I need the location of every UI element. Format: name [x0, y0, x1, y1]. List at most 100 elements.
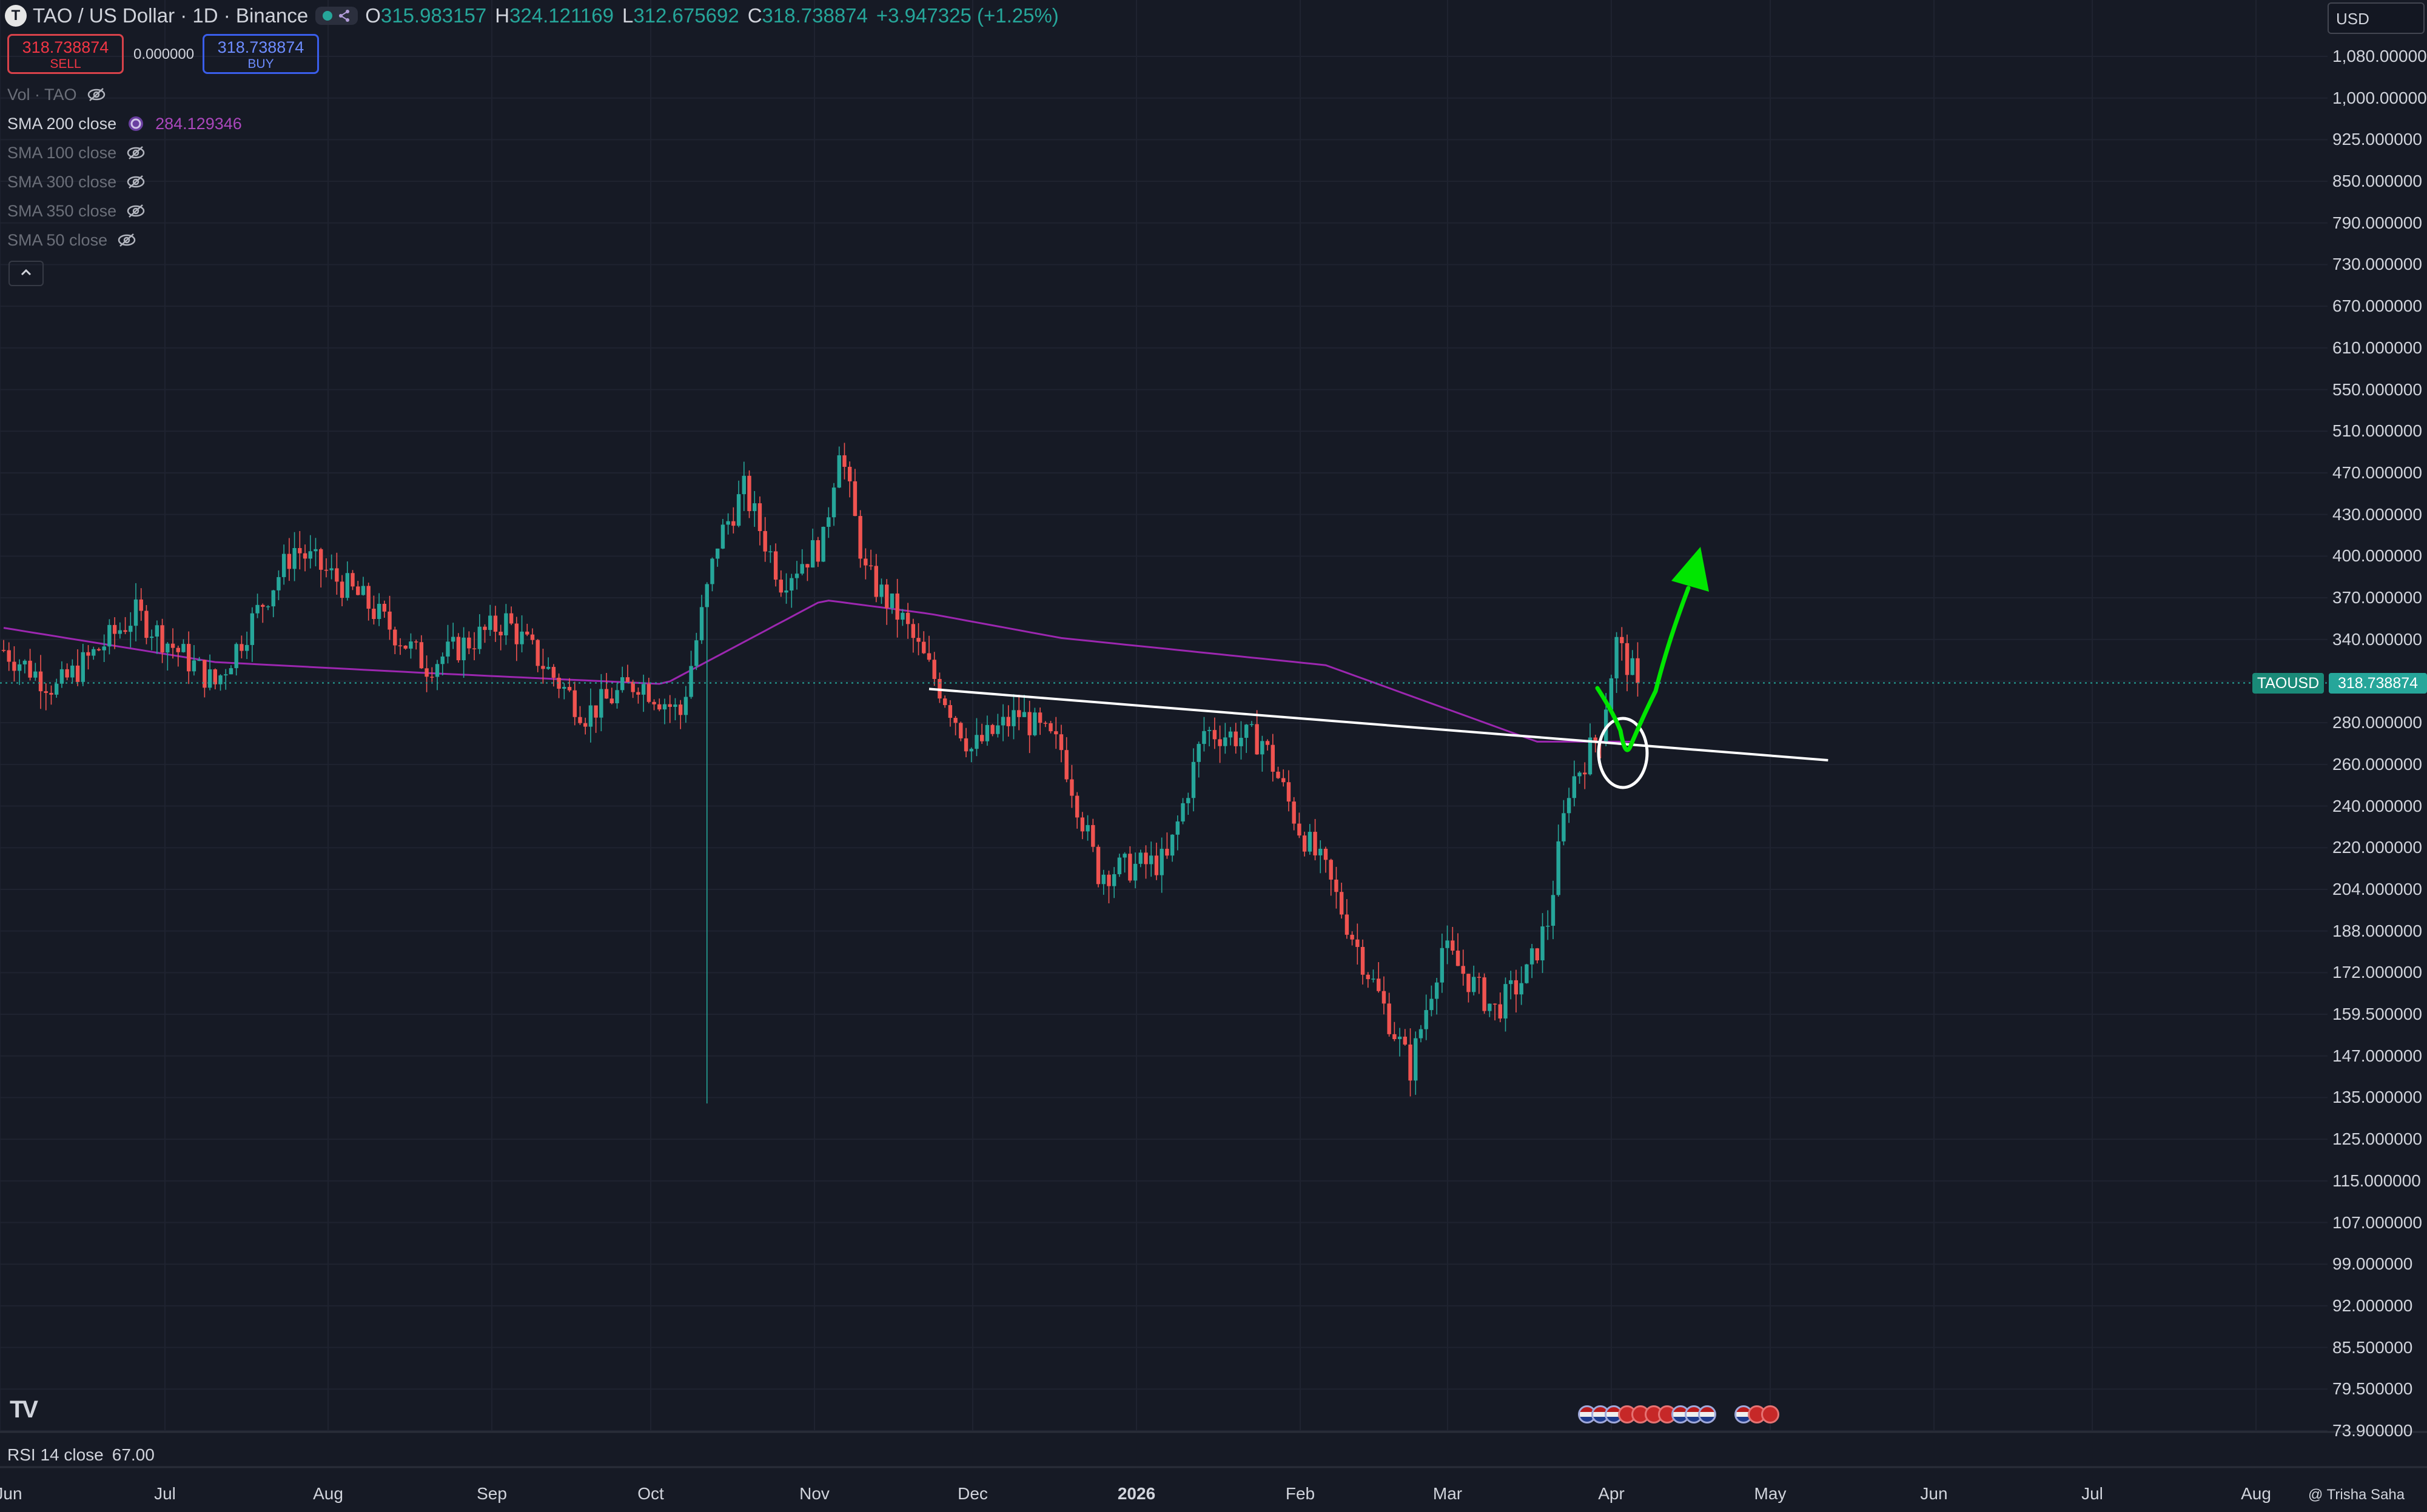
price-tick-label: 125.000000 — [2332, 1129, 2422, 1149]
candle-body — [129, 626, 133, 632]
candle-body — [22, 660, 27, 664]
candle-body — [948, 705, 953, 718]
event-icon[interactable] — [1761, 1405, 1779, 1423]
candle-body — [1064, 750, 1069, 780]
candle-body — [1059, 734, 1064, 751]
candle-body — [324, 569, 329, 571]
candle-body — [234, 644, 238, 669]
candle-body — [92, 649, 96, 656]
candle-body — [1244, 724, 1249, 738]
sma200-line — [3, 600, 1633, 743]
candle-body — [197, 660, 201, 661]
candle-body — [1054, 731, 1058, 735]
candle-body — [192, 660, 196, 672]
candle-body — [1440, 948, 1445, 983]
candle-body — [1170, 834, 1175, 856]
candle-body — [916, 638, 921, 642]
indicator-row[interactable]: SMA 350 close — [7, 201, 146, 221]
indicator-label: SMA 100 close — [7, 143, 117, 162]
candle-body — [1488, 1003, 1492, 1011]
indicator-row[interactable]: SMA 50 close — [7, 230, 136, 250]
ohlc-close-key: C — [747, 4, 762, 27]
candle-body — [1588, 737, 1593, 775]
price-tick-label: 159.500000 — [2332, 1005, 2422, 1024]
candle-body — [96, 649, 101, 651]
candle-body — [1249, 724, 1254, 725]
candle-body — [816, 540, 821, 562]
candle-body — [800, 564, 804, 574]
candle-body — [853, 481, 858, 517]
market-status-pill[interactable] — [315, 7, 358, 25]
candle-body — [261, 604, 265, 607]
candle-body — [435, 664, 440, 677]
candle-body — [694, 640, 699, 666]
economic-events[interactable] — [1578, 1405, 1779, 1427]
hidden-eye-icon[interactable] — [126, 172, 146, 192]
hidden-eye-icon[interactable] — [87, 85, 106, 104]
candle-body — [1492, 1003, 1497, 1005]
candle-body — [726, 521, 730, 525]
candle-body — [308, 551, 312, 559]
candle-body — [885, 584, 889, 609]
indicator-row[interactable]: SMA 300 close — [7, 172, 146, 192]
sell-button[interactable]: 318.738874 SELL — [7, 34, 124, 74]
chart-grid — [0, 0, 2427, 1468]
candle-body — [33, 671, 38, 678]
collapse-legend-button[interactable] — [8, 261, 44, 286]
candle-body — [1366, 974, 1370, 980]
candle-body — [689, 666, 693, 697]
price-tick-label: 99.000000 — [2332, 1254, 2413, 1274]
candle-body — [810, 540, 815, 568]
candle-body — [1271, 744, 1275, 772]
candle-body — [932, 660, 936, 679]
sell-label: SELL — [50, 57, 81, 71]
candle-body — [901, 612, 905, 620]
candle-body — [1212, 730, 1217, 740]
candle-body — [335, 568, 339, 582]
candle-body — [805, 564, 810, 568]
candle-body — [451, 637, 455, 642]
candle-body — [477, 626, 482, 649]
hidden-eye-icon[interactable] — [117, 230, 136, 250]
projection-arrow-drawing[interactable] — [1595, 586, 1691, 752]
time-tick-label: 2026 — [1117, 1484, 1156, 1503]
indicator-row[interactable]: SMA 200 close 284.129346 — [7, 114, 242, 133]
tradingview-logo-icon[interactable]: TV — [10, 1396, 38, 1423]
price-tick-label: 172.000000 — [2332, 963, 2422, 982]
rsi-value: 67.00 — [112, 1445, 155, 1464]
support-circle-drawing[interactable] — [1597, 717, 1649, 789]
candle-body — [1377, 978, 1381, 991]
candle-body — [557, 677, 561, 689]
candle-body — [509, 613, 514, 624]
candle-body — [927, 653, 932, 660]
ohlc-close-value: 318.738874 — [762, 4, 868, 27]
currency-selector[interactable]: USD — [2328, 2, 2425, 34]
trendline-drawing[interactable] — [928, 687, 1828, 761]
indicator-row[interactable]: Vol · TAO — [7, 85, 106, 104]
visibility-loading-icon[interactable] — [126, 114, 146, 133]
candle-body — [1191, 761, 1196, 798]
candle-body — [864, 558, 868, 566]
candle-body — [340, 581, 344, 598]
indicator-row[interactable]: SMA 100 close — [7, 143, 146, 162]
buy-button[interactable]: 318.738874 BUY — [203, 34, 319, 74]
candle-body — [1461, 966, 1465, 974]
candle-body — [1012, 710, 1016, 726]
time-tick-label: Mar — [1432, 1484, 1463, 1503]
candle-body — [583, 723, 588, 727]
event-flag-icon[interactable] — [1698, 1405, 1716, 1423]
price-tick-label: 220.000000 — [2332, 838, 2422, 857]
candle-body — [1546, 926, 1550, 927]
hidden-eye-icon[interactable] — [126, 201, 146, 221]
hidden-eye-icon[interactable] — [126, 143, 146, 162]
candle-body — [1149, 855, 1153, 865]
candle-body — [678, 704, 683, 715]
candle-body — [657, 704, 662, 710]
candle-body — [1509, 980, 1513, 985]
price-tick-label: 610.000000 — [2332, 338, 2422, 357]
candle-body — [827, 517, 831, 527]
symbol-title[interactable]: TAO / US Dollar · 1D · Binance — [33, 4, 309, 27]
candle-body — [1175, 821, 1180, 835]
candle-body — [890, 594, 895, 609]
